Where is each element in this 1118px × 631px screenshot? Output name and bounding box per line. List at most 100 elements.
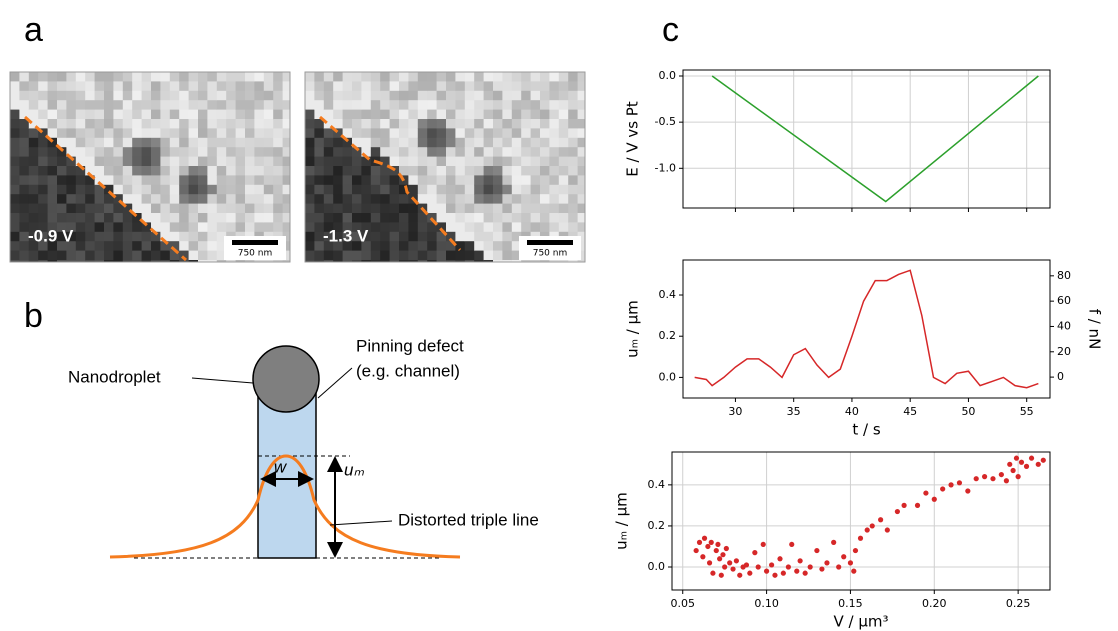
- pixel: [207, 241, 218, 252]
- pixel: [188, 137, 199, 148]
- pixel: [47, 203, 58, 214]
- pixel: [352, 90, 362, 101]
- pixel: [263, 128, 274, 139]
- pixel: [263, 137, 274, 148]
- pixel: [207, 194, 218, 205]
- pixel: [179, 241, 190, 252]
- pixel: [493, 147, 503, 158]
- pixel: [380, 184, 391, 195]
- pixel: [28, 222, 39, 233]
- pixel: [75, 166, 86, 176]
- pixel: [151, 231, 161, 242]
- pixel: [474, 231, 485, 242]
- pixel: [122, 213, 133, 223]
- pixel: [558, 213, 569, 223]
- pixel: [94, 81, 105, 92]
- pixel: [305, 250, 315, 261]
- pixel: [521, 119, 532, 129]
- pixel: [464, 250, 475, 261]
- pixel: [263, 203, 274, 214]
- pixel: [408, 72, 419, 82]
- pixel: [75, 109, 86, 120]
- pixel: [342, 72, 353, 82]
- pixel: [10, 100, 20, 111]
- pixel: [273, 194, 284, 205]
- pixel: [361, 260, 372, 262]
- pixel: [263, 119, 274, 129]
- data-point: [693, 547, 699, 554]
- pixel: [530, 260, 541, 262]
- pixel: [493, 222, 503, 233]
- pixel: [361, 100, 372, 111]
- data-point: [701, 535, 708, 541]
- pixel: [151, 260, 161, 262]
- pixel: [370, 260, 381, 262]
- data-point: [1015, 474, 1021, 480]
- pixel: [263, 147, 274, 158]
- pixel: [28, 184, 39, 195]
- pixel: [352, 166, 362, 176]
- pixel: [207, 184, 218, 195]
- pixel: [502, 166, 513, 176]
- pixel: [549, 166, 560, 176]
- pixel: [85, 137, 96, 148]
- pixel: [417, 90, 428, 101]
- droplet: [252, 345, 320, 413]
- pixel: [370, 175, 381, 186]
- pixel: [370, 194, 381, 205]
- pixel: [493, 241, 503, 252]
- y-tick-label: -0.5: [655, 115, 676, 128]
- pixel: [94, 147, 105, 158]
- pixel: [282, 213, 290, 223]
- scale-label: 750 nm: [533, 249, 568, 259]
- pixel: [305, 81, 315, 92]
- pixel: [314, 175, 325, 186]
- pixel: [160, 166, 171, 176]
- pixel: [151, 166, 161, 176]
- data-point: [864, 527, 870, 533]
- pixel: [464, 175, 475, 186]
- pixel: [263, 81, 274, 92]
- pixel: [57, 81, 67, 92]
- pixel: [263, 156, 274, 167]
- pixel: [104, 241, 114, 252]
- pixel: [160, 194, 171, 205]
- pixel: [314, 90, 325, 101]
- pixel: [399, 90, 409, 101]
- pixel: [141, 260, 152, 262]
- pixel: [389, 260, 400, 262]
- pixel: [113, 175, 124, 186]
- pixel: [235, 109, 246, 120]
- pixel: [474, 184, 485, 195]
- data-point: [847, 560, 854, 566]
- pixel: [75, 203, 86, 214]
- data-point: [706, 560, 713, 566]
- pixel: [47, 147, 58, 158]
- pixel: [305, 128, 315, 139]
- pixel: [207, 128, 218, 139]
- pixel: [474, 156, 485, 167]
- pixel: [198, 137, 208, 148]
- droplet-label: Nanodroplet: [68, 367, 161, 386]
- pixel: [568, 90, 579, 101]
- pixel: [521, 213, 532, 223]
- data-point: [965, 488, 971, 494]
- pixel: [464, 213, 475, 223]
- pixel: [493, 81, 503, 92]
- pixel: [104, 90, 114, 101]
- pixel: [352, 213, 362, 223]
- pixel: [464, 147, 475, 158]
- pixel: [530, 119, 541, 129]
- pixel: [558, 260, 569, 262]
- x-tick-label: 45: [903, 405, 917, 418]
- data-point: [743, 562, 750, 568]
- pixel: [94, 137, 105, 148]
- pixel: [305, 90, 315, 101]
- pixel: [474, 241, 485, 252]
- pixel: [245, 213, 255, 223]
- pixel: [352, 128, 362, 139]
- pixel: [188, 128, 199, 139]
- pixel: [66, 137, 77, 148]
- pixel: [577, 137, 585, 148]
- pixel: [132, 147, 143, 158]
